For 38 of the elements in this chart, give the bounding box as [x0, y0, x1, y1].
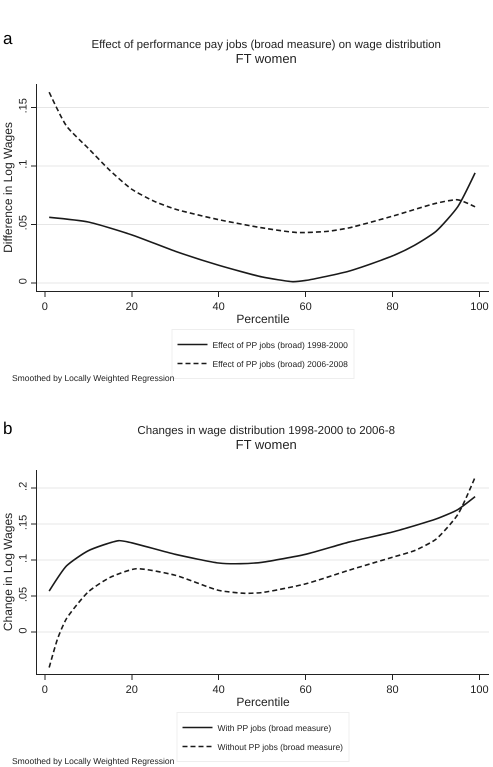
- x-tick-label: 60: [299, 684, 312, 696]
- y-tick-label: .1: [18, 160, 30, 169]
- legend-label: With PP jobs (broad measure): [218, 722, 332, 733]
- chart-title: Effect of performance pay jobs (broad measure) on wage distribution: [91, 39, 441, 51]
- x-tick-label: 0: [42, 684, 48, 696]
- legend-label: Without PP jobs (broad measure): [218, 742, 344, 752]
- chart-subtitle: FT women: [236, 436, 297, 452]
- x-tick-label: 40: [212, 684, 225, 696]
- y-tick-label: 0: [18, 627, 30, 634]
- x-tick-label: 80: [386, 684, 399, 696]
- line-series: [48, 476, 476, 668]
- y-tick-label: .05: [18, 586, 30, 602]
- chart-title: Changes in wage distribution 1998-2000 to 2006-8: [137, 425, 396, 437]
- x-axis-title: Percentile: [236, 312, 290, 326]
- y-tick-label: 0: [18, 278, 30, 284]
- legend-label: Effect of PP jobs (broad) 2006-2008: [212, 358, 348, 369]
- text: Smoothed by Locally Weighted Regression: [12, 373, 175, 383]
- x-tick-label: 100: [470, 301, 489, 314]
- y-tick-label: .2: [18, 482, 30, 491]
- y-tick-label: .1: [18, 554, 30, 564]
- x-tick-label: 0: [42, 301, 48, 314]
- chart-subtitle: FT women: [236, 50, 297, 66]
- text: a: [3, 29, 13, 48]
- text: b: [3, 419, 12, 438]
- y-tick-label: .05: [18, 215, 30, 230]
- x-tick-label: 60: [299, 301, 312, 314]
- legend-label: Effect of PP jobs (broad) 1998-2000: [212, 340, 348, 350]
- x-tick-label: 80: [386, 301, 399, 314]
- y-axis-title: Difference in Log Wages: [0, 122, 15, 253]
- text: Smoothed by Locally Weighted Regression: [12, 756, 175, 766]
- y-axis-title: Change in Log Wages: [0, 512, 15, 632]
- x-tick-label: 20: [126, 684, 138, 696]
- x-tick-label: 100: [470, 684, 489, 696]
- y-tick-label: .15: [18, 98, 30, 114]
- x-tick-label: 20: [126, 301, 138, 314]
- x-tick-label: 40: [212, 301, 225, 314]
- y-tick-label: .15: [18, 514, 30, 530]
- x-axis-title: Percentile: [236, 695, 290, 710]
